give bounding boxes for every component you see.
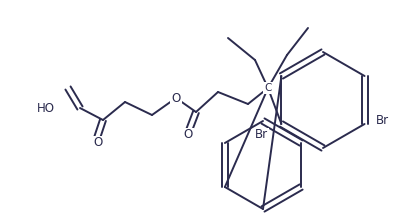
Text: HO: HO — [37, 102, 55, 115]
Text: O: O — [171, 92, 181, 105]
Text: C: C — [264, 83, 272, 93]
Text: O: O — [93, 136, 103, 150]
Text: Br: Br — [376, 115, 389, 128]
Text: Br: Br — [254, 128, 267, 141]
Text: O: O — [184, 128, 193, 141]
